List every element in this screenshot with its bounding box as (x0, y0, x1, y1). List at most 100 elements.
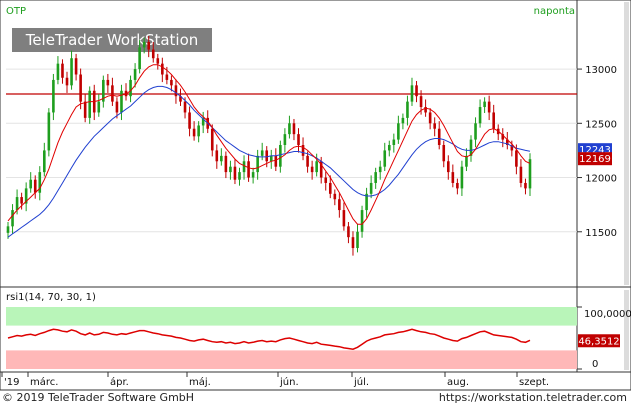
candle-body (515, 150, 518, 167)
candle-body (38, 172, 42, 193)
candle-body (129, 79, 132, 97)
candle-body (369, 182, 373, 194)
price-tick-labels: 11500 12000 12500 13000 (577, 65, 617, 239)
time-tick-label: márc. (30, 376, 58, 388)
rsi-scrollbar[interactable] (624, 290, 629, 370)
candle-body (210, 128, 214, 151)
interval-label[interactable]: naponta (534, 6, 575, 17)
candle-body (501, 134, 505, 140)
candle-body (79, 74, 82, 102)
candle-body (247, 161, 250, 178)
rsi-tick-0: 0 (592, 359, 598, 370)
candle-body (238, 172, 241, 180)
price-tick-label: 12500 (585, 119, 617, 130)
candle-body (88, 90, 92, 118)
candle-body (151, 49, 155, 59)
candle-body (474, 123, 477, 140)
candle-body (120, 90, 123, 113)
time-axis: '19 márc. ápr. máj. jún. júl. aug. szept. (1, 372, 549, 388)
candle-body (61, 63, 64, 78)
rsi-title: rsi1(14, 70, 30, 1) (6, 292, 96, 303)
candle-body (106, 79, 110, 86)
candle-body (269, 155, 273, 162)
last-ma-value: 12243 (579, 145, 611, 156)
moving-average-short-line (7, 64, 531, 225)
rsi-grid (577, 306, 582, 370)
candle-body (510, 145, 514, 151)
candle-body (446, 161, 450, 173)
rsi-line (7, 328, 531, 350)
candle-body (156, 58, 160, 64)
candle-body (24, 188, 28, 204)
candle-body (179, 96, 182, 102)
time-tick-label: máj. (189, 376, 211, 388)
website-link[interactable]: https://workstation.teletrader.com (438, 391, 627, 404)
candle-body (29, 179, 32, 189)
price-grid (6, 68, 577, 233)
candle-body (415, 85, 418, 97)
time-tick-label: júl. (353, 376, 369, 388)
last-close-value: 12169 (579, 154, 611, 165)
candle-body (70, 58, 73, 86)
rsi-last-value: 46,3512 (578, 336, 619, 347)
outer-border (0, 0, 631, 391)
candle-body (315, 161, 318, 173)
candle-body (251, 172, 255, 178)
candle-body (383, 150, 387, 167)
candle-body (83, 101, 87, 118)
candle-body (424, 107, 427, 113)
candle-body (283, 134, 287, 145)
price-tick-label: 12000 (585, 174, 617, 185)
candle-body (356, 231, 359, 249)
last-close-badge: 12169 (578, 152, 612, 166)
candle-body (97, 101, 101, 113)
candle-body (410, 85, 414, 102)
candle-body (347, 226, 350, 238)
candle-body (442, 145, 446, 162)
rsi-tick-100: 100,0000 (584, 309, 631, 320)
candle-body (274, 155, 278, 167)
candle-body (465, 155, 468, 167)
candle-body (279, 145, 282, 167)
candle-body (201, 117, 205, 126)
candle-body (288, 123, 291, 135)
candle-body (297, 134, 300, 145)
moving-average-long-line (7, 85, 531, 238)
time-tick-label: jún. (279, 376, 299, 388)
price-tick-label: 13000 (585, 65, 617, 76)
candle-body (133, 69, 137, 80)
candle-body (165, 74, 169, 80)
rsi-last-badge: 46,3512 (578, 334, 620, 348)
vertical-scrollbar[interactable] (624, 2, 629, 285)
candle-body (52, 79, 55, 113)
candle-body (456, 182, 459, 189)
candle-body (492, 112, 495, 129)
time-tick-label: '19 (4, 377, 19, 388)
watermark-box (12, 28, 212, 52)
price-panel[interactable]: TeleTrader WorkStation OTP naponta 11500… (6, 6, 617, 256)
candle-body (351, 237, 355, 249)
candle-body (111, 85, 114, 102)
candle-body (310, 166, 314, 173)
candle-body (43, 150, 46, 173)
candle-body (174, 85, 178, 97)
candle-body (301, 145, 305, 156)
rsi-panel[interactable]: rsi1(14, 70, 30, 1) 100,0000 0 46,3512 (6, 292, 631, 370)
candle-body (338, 199, 341, 211)
candle-body (378, 166, 382, 173)
candle-body (233, 166, 237, 180)
time-tick-label: szept. (519, 377, 549, 388)
candle-body (365, 193, 368, 211)
price-tick-label: 11500 (585, 228, 617, 239)
candle-body (324, 177, 328, 183)
candle-body (170, 79, 173, 86)
candle-body (419, 96, 423, 108)
candle-body (6, 226, 10, 233)
candle-body (147, 41, 151, 50)
rsi-overbought-zone (6, 307, 577, 326)
candle-body (260, 150, 264, 156)
candle-body (15, 197, 19, 211)
candle-body (319, 161, 323, 178)
candle-body (306, 155, 309, 167)
